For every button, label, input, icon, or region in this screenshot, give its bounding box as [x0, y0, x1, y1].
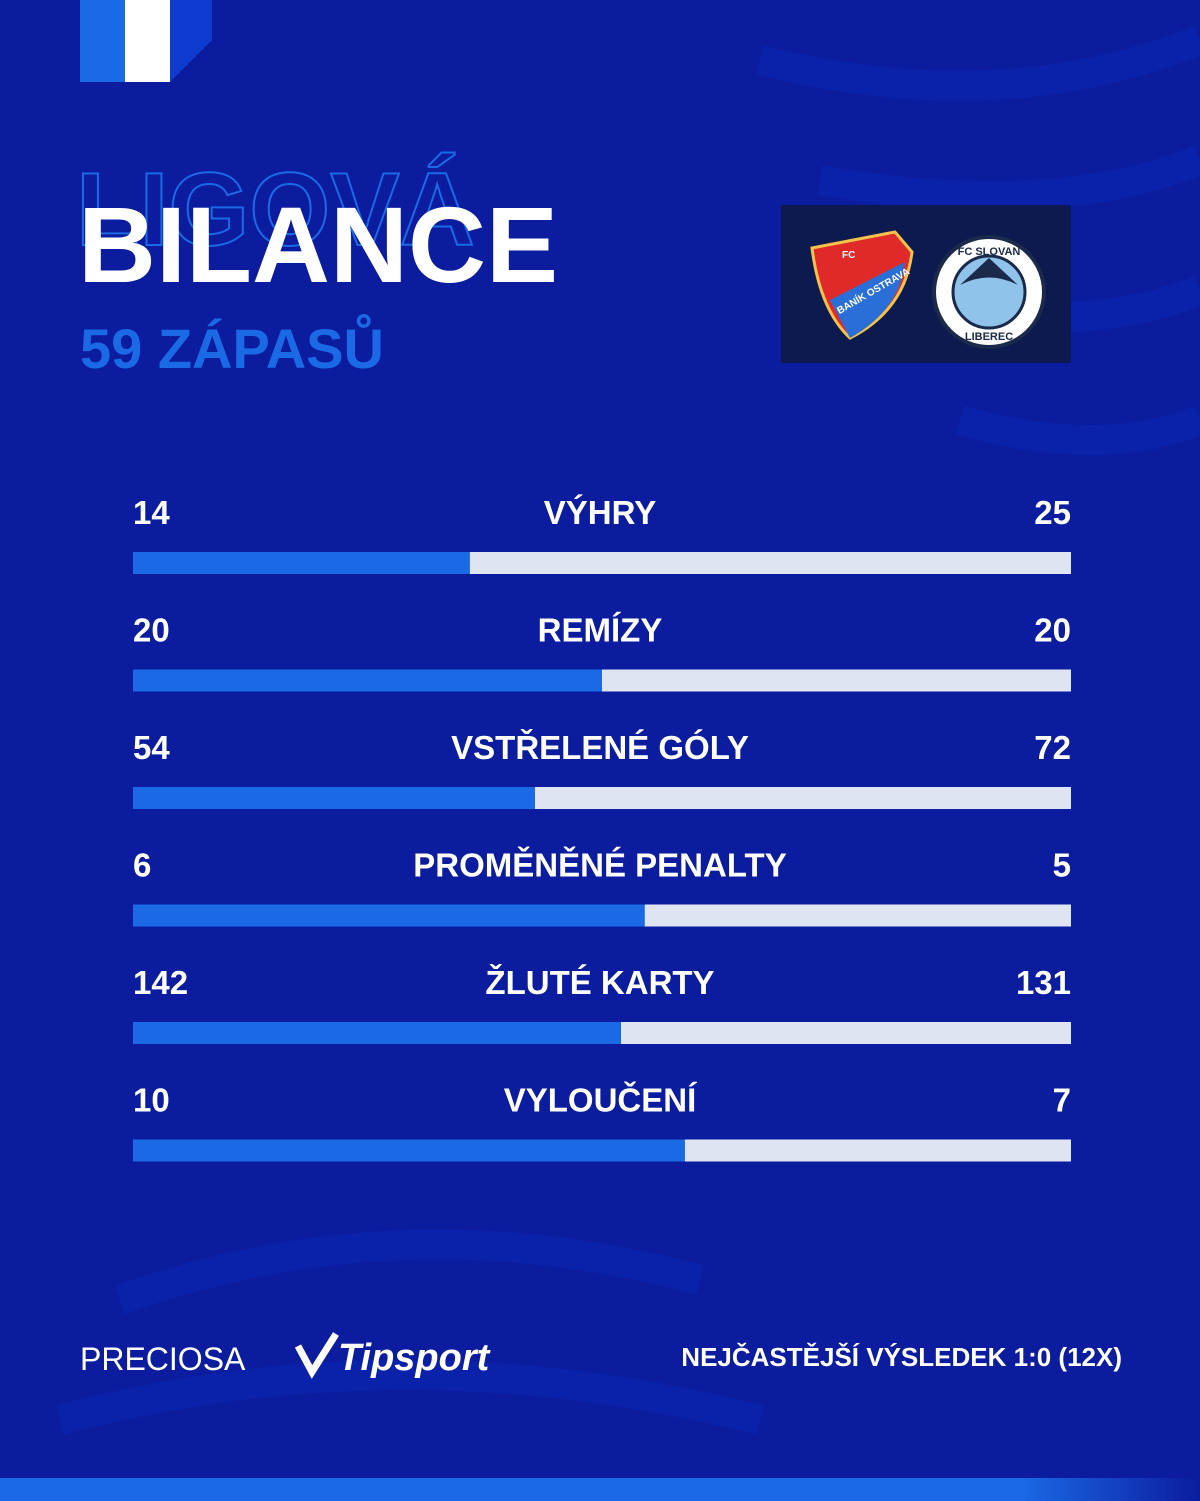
home-value: 6: [133, 847, 151, 884]
home-logo-text: FC: [842, 250, 855, 261]
away-value: 72: [1034, 729, 1071, 766]
kicker: LIGOVÁ: [76, 152, 475, 268]
stat-label: VSTŘELENÉ GÓLY: [451, 729, 749, 766]
stat-label: PROMĚNĚNÉ PENALTY: [413, 847, 786, 884]
stat-label: VÝHRY: [544, 494, 656, 531]
away-value: 5: [1053, 847, 1071, 884]
home-value: 14: [133, 494, 170, 531]
away-bar: [469, 552, 1071, 574]
flag: [80, 0, 212, 82]
sponsor: Tipsport: [338, 1337, 491, 1379]
away-value: 20: [1034, 612, 1071, 649]
bottom-strip: [0, 1478, 1200, 1501]
away-logo-text: FC SLOVAN: [958, 246, 1021, 258]
away-bar: [644, 904, 1071, 927]
subtitle: 59 ZÁPASŮ: [80, 314, 384, 380]
home-bar: [133, 1022, 621, 1044]
logo-box: FC BANÍK OSTRAVA FC SLOVAN LIBEREC: [781, 205, 1071, 363]
home-bar: [133, 787, 535, 809]
home-value: 10: [133, 1082, 170, 1119]
away-bar: [620, 1022, 1071, 1044]
stat-label: REMÍZY: [538, 612, 663, 649]
stats: 14 VÝHRY 25 20 REMÍZY 20 54 VSTŘELENÉ GÓLY 72 6 PR…: [133, 494, 1071, 1162]
home-value: 54: [133, 729, 170, 766]
home-value: 142: [133, 964, 188, 1001]
away-value: 25: [1034, 494, 1071, 531]
away-bar: [535, 787, 1071, 809]
away-bar: [602, 669, 1071, 692]
home-value: 20: [133, 612, 170, 649]
away-bar: [684, 1139, 1071, 1162]
title: BILANCE: [78, 184, 558, 305]
stat-label: VYLOUČENÍ: [504, 1081, 697, 1119]
away-value: 131: [1016, 964, 1071, 1001]
home-bar: [133, 904, 645, 927]
home-bar: [133, 669, 602, 692]
footer-note: NEJČASTĚJŠÍ VÝSLEDEK 1:0 (12X): [681, 1342, 1122, 1372]
away-value: 7: [1053, 1082, 1071, 1119]
home-bar: [133, 552, 470, 574]
home-bar: [133, 1139, 685, 1162]
tipsport-mark: [294, 1332, 339, 1379]
sponsor: PRECIOSA: [80, 1341, 246, 1377]
away-logo-text: LIBEREC: [965, 331, 1013, 343]
stat-label: ŽLUTÉ KARTY: [485, 964, 714, 1001]
